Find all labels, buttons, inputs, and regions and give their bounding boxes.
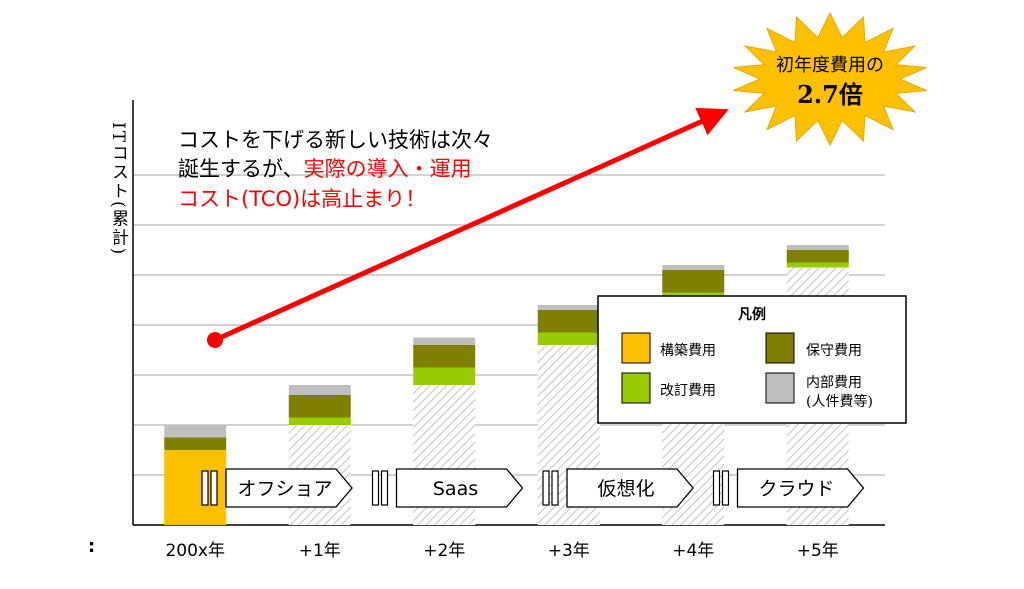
bar-segment [662, 270, 725, 293]
bar-segment [288, 395, 351, 418]
bar-segment [288, 385, 351, 395]
trend-arrow [207, 107, 729, 348]
callout-line2: 誕生するが、実際の導入・運用 [178, 157, 472, 181]
legend-label: 内部費用 [806, 375, 862, 391]
banner-tab [551, 470, 559, 506]
arrow-line [213, 107, 729, 343]
technology-label: 仮想化 [597, 478, 654, 500]
technology-label: オフショア [237, 478, 332, 500]
x-tick-label: +1年 [299, 541, 341, 561]
technology-label: Saas [433, 478, 478, 500]
legend-label: 構築費用 [660, 343, 716, 359]
banner-arrow [395, 468, 524, 508]
banner-arrow [225, 468, 353, 508]
banner-tab [380, 470, 389, 506]
banner-tab [201, 470, 209, 506]
legend-label: 改訂費用 [660, 383, 716, 399]
banner-tab [721, 470, 730, 506]
x-tick-label: +3年 [548, 541, 590, 561]
legend-label: (人件費等) [806, 393, 873, 410]
bar-segment [413, 337, 476, 345]
x-tick-label: +5年 [797, 541, 839, 561]
starburst: 初年度費用の 2.7倍 [733, 11, 927, 147]
legend-label: 保守費用 [806, 343, 862, 359]
x-tick-label: +4年 [672, 541, 714, 561]
x-tick-label: +2年 [423, 541, 465, 561]
legend-swatch [765, 332, 795, 364]
banner-tab [371, 470, 380, 506]
callout: コストを下げる新しい技術は次々 誕生するが、実際の導入・運用 コスト(TCO)は… [178, 128, 493, 211]
banner-tab [712, 470, 721, 506]
starburst-shape [733, 11, 927, 147]
bar-segment [537, 332, 600, 345]
banner-arrow [566, 468, 694, 508]
bar-segment [164, 425, 227, 438]
bar-segment [537, 305, 600, 310]
bar-segment [413, 367, 476, 385]
banner-arrow [736, 468, 865, 508]
bar-segment [786, 245, 849, 250]
legend-swatch [765, 372, 795, 404]
y-axis-label: ITコスト(累計) [108, 122, 129, 256]
legend-swatch [621, 372, 651, 404]
callout-line3: コスト(TCO)は高止まり！ [178, 187, 426, 211]
technology-label: クラウド [758, 478, 834, 500]
starburst-line1: 初年度費用の [776, 55, 884, 76]
bar-segment [537, 310, 600, 333]
bar-segment [164, 437, 227, 450]
banner-tab [542, 470, 550, 506]
x-tick-labels: 200x年 +1年 +2年 +3年 +4年 +5年 [165, 541, 838, 561]
bar-segment [288, 417, 351, 425]
callout-line1: コストを下げる新しい技術は次々 [178, 128, 493, 152]
legend-title: 凡例 [738, 306, 766, 323]
technology-banners: オフショア Saas 仮想化 クラウド [201, 468, 865, 508]
callout-line2-red: 実際の導入・運用 [304, 157, 472, 181]
bar-segment [786, 262, 849, 268]
banner-tab [210, 470, 218, 506]
bar-segment [786, 250, 849, 263]
stray-mark: : [88, 536, 95, 557]
callout-line2-black: 誕生するが、 [178, 157, 304, 181]
starburst-line2: 2.7倍 [797, 80, 863, 109]
gridlines [133, 174, 885, 476]
x-tick-label: 200x年 [165, 541, 225, 561]
bar-segment [413, 345, 476, 368]
bar-segment [662, 265, 725, 270]
legend-swatch [621, 332, 651, 364]
